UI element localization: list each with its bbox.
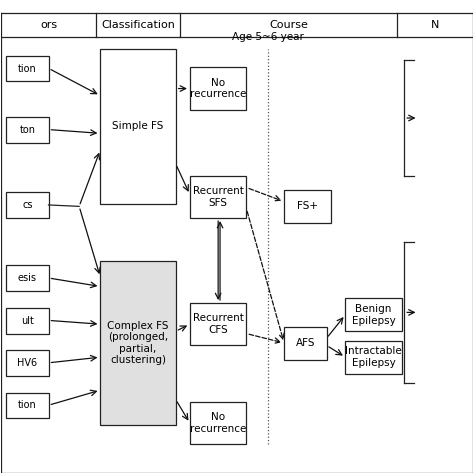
Bar: [6, 392, 48, 419]
Text: AFS: AFS: [296, 338, 315, 348]
Text: No
recurrence: No recurrence: [190, 412, 246, 434]
Bar: [100, 261, 176, 426]
Text: Classification: Classification: [101, 20, 175, 30]
Text: FS+: FS+: [297, 201, 318, 211]
Text: ult: ult: [21, 316, 34, 326]
Text: Benign
Epilepsy: Benign Epilepsy: [352, 304, 395, 326]
Text: Age 5~6 year: Age 5~6 year: [232, 32, 303, 42]
Bar: [6, 265, 48, 291]
Bar: [190, 402, 246, 444]
Bar: [6, 117, 48, 143]
Bar: [346, 298, 402, 331]
Bar: [190, 176, 246, 218]
Text: HV6: HV6: [17, 358, 37, 368]
Bar: [6, 350, 48, 376]
Text: ton: ton: [19, 125, 35, 135]
Bar: [284, 327, 327, 359]
Text: ors: ors: [40, 20, 57, 30]
Bar: [190, 303, 246, 346]
Bar: [6, 192, 48, 218]
Text: Intractable
Epilepsy: Intractable Epilepsy: [345, 346, 402, 368]
Text: Course: Course: [269, 20, 308, 30]
Text: Complex FS
(prolonged,
partial,
clustering): Complex FS (prolonged, partial, clusteri…: [107, 320, 169, 365]
Text: tion: tion: [18, 401, 36, 410]
Bar: [6, 55, 48, 82]
Bar: [284, 190, 331, 223]
Text: Recurrent
CFS: Recurrent CFS: [193, 313, 244, 335]
Text: cs: cs: [22, 200, 33, 210]
Bar: [346, 341, 402, 374]
Text: tion: tion: [18, 64, 36, 73]
Text: Recurrent
SFS: Recurrent SFS: [193, 186, 244, 208]
Text: No
recurrence: No recurrence: [190, 78, 246, 100]
Bar: [6, 308, 48, 334]
Text: N: N: [431, 20, 439, 30]
Text: esis: esis: [18, 273, 37, 283]
Bar: [100, 48, 176, 204]
Bar: [190, 67, 246, 110]
Text: Simple FS: Simple FS: [112, 121, 164, 131]
